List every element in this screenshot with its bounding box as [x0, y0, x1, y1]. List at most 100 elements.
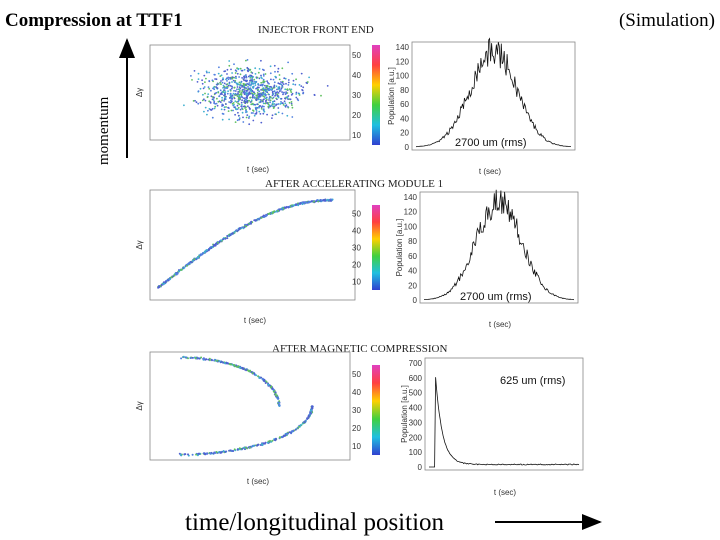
scatter-x-label: t (sec) — [244, 316, 267, 325]
particle — [227, 110, 230, 112]
hist-tick-label: 140 — [404, 193, 418, 202]
particle — [237, 68, 240, 71]
particle — [182, 355, 185, 358]
colorbar-tick-label: 10 — [352, 442, 361, 451]
colorbar-tick-label: 30 — [352, 91, 361, 100]
particle — [203, 251, 206, 254]
particle — [260, 121, 263, 124]
particle — [278, 78, 281, 81]
particle — [310, 200, 313, 203]
particle — [256, 96, 258, 99]
particle — [219, 75, 222, 77]
particle — [202, 87, 205, 90]
particle — [249, 222, 252, 225]
hist-tick-label: 60 — [408, 252, 417, 261]
particle — [253, 219, 256, 222]
particle — [233, 106, 236, 108]
particle — [257, 83, 260, 85]
particle — [288, 205, 291, 208]
particle — [268, 99, 270, 101]
particle — [309, 200, 312, 203]
particle — [250, 90, 253, 93]
particle — [208, 71, 211, 74]
particle — [261, 68, 264, 71]
particle — [216, 83, 219, 86]
particle — [280, 102, 283, 105]
particle — [229, 449, 232, 452]
particle — [299, 424, 302, 426]
hist-x-label: t (sec) — [494, 488, 517, 497]
particle — [261, 88, 264, 91]
particle — [254, 67, 257, 70]
particle — [197, 78, 200, 80]
particle — [243, 99, 246, 102]
hist-curve — [423, 189, 575, 301]
particle — [238, 118, 241, 121]
particle — [206, 96, 209, 99]
particle — [225, 103, 227, 105]
particle — [276, 88, 278, 91]
particle — [271, 212, 274, 215]
colorbar-tick-label: 50 — [352, 370, 361, 379]
particle — [282, 83, 285, 85]
particle — [267, 81, 269, 84]
particle — [239, 84, 242, 86]
particle — [211, 108, 214, 110]
particle — [260, 107, 263, 110]
particle — [234, 72, 237, 74]
particle — [251, 72, 254, 74]
particle — [211, 116, 214, 119]
particle — [216, 359, 219, 362]
particle — [203, 86, 206, 88]
particle — [310, 409, 313, 412]
particle — [233, 76, 236, 79]
particle — [180, 357, 183, 360]
particle — [223, 106, 226, 109]
particle — [326, 199, 329, 202]
particle — [221, 105, 223, 107]
particle — [186, 264, 188, 267]
particle — [262, 102, 265, 105]
particle — [275, 437, 277, 440]
hist-tick-label: 0 — [418, 463, 423, 472]
particle — [266, 80, 268, 83]
particle — [248, 91, 251, 94]
particle — [259, 94, 261, 97]
particle — [284, 93, 287, 95]
particle — [220, 74, 223, 77]
particle — [217, 91, 220, 94]
particle — [245, 116, 248, 119]
particle — [208, 100, 211, 103]
particle — [281, 85, 284, 88]
particle — [290, 430, 293, 433]
particle — [194, 357, 197, 360]
particle — [260, 443, 263, 445]
particle — [274, 70, 276, 73]
particle — [251, 95, 254, 98]
particle — [231, 72, 234, 74]
particle — [221, 96, 224, 99]
particle — [244, 105, 246, 108]
colorbar-tick-label: 40 — [352, 71, 361, 80]
particle — [316, 199, 319, 202]
particle — [245, 75, 248, 78]
particle — [269, 99, 272, 102]
particle — [240, 105, 243, 108]
particle — [269, 96, 272, 98]
particle — [275, 103, 278, 106]
particle — [282, 104, 285, 106]
particle — [243, 68, 246, 71]
particle — [202, 93, 204, 96]
particle — [229, 101, 232, 104]
particle — [238, 117, 241, 119]
particle — [249, 108, 251, 110]
particle — [244, 446, 247, 449]
particle — [250, 220, 253, 223]
particle — [229, 363, 232, 366]
particle — [275, 394, 278, 397]
particle — [261, 77, 263, 80]
particle — [227, 106, 230, 109]
particle — [189, 357, 192, 359]
particle — [258, 218, 261, 221]
particle — [241, 111, 244, 114]
